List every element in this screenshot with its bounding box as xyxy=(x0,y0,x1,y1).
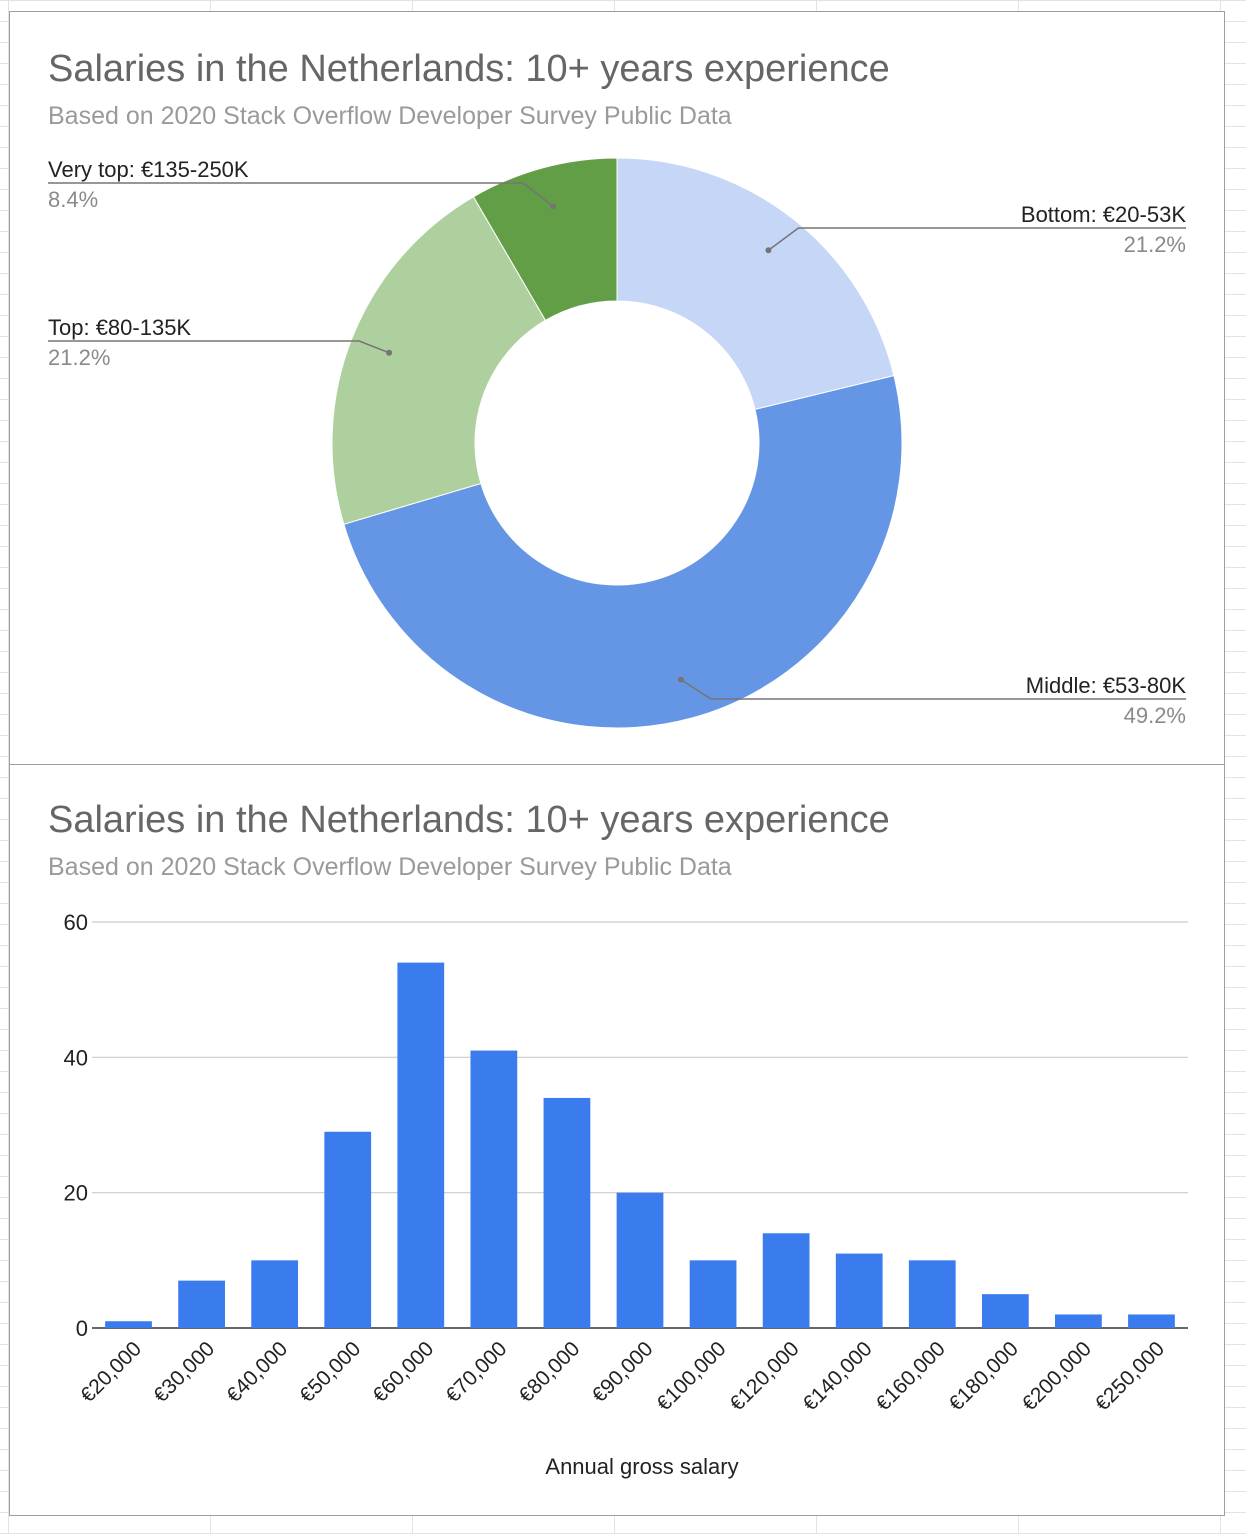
donut-slice xyxy=(343,374,903,729)
slice-percent: 49.2% xyxy=(1124,703,1186,728)
x-tick-label: €250,000 xyxy=(1091,1337,1169,1415)
leader-line xyxy=(48,182,554,207)
x-tick-label: €140,000 xyxy=(799,1337,877,1415)
bar xyxy=(543,1097,591,1328)
leader-line xyxy=(767,227,1186,251)
donut-chart: Bottom: €20-53K 21.2% Middle: €53-80K 49.2%… xyxy=(48,157,1187,729)
bar xyxy=(1055,1314,1102,1328)
x-tick-label: €100,000 xyxy=(652,1337,730,1415)
x-axis-title: Annual gross salary xyxy=(545,1454,738,1479)
bar xyxy=(616,1192,664,1328)
chart-subtitle: Based on 2020 Stack Overflow Developer S… xyxy=(48,853,732,881)
slice-label: Middle: €53-80K xyxy=(1026,673,1187,698)
bar xyxy=(251,1260,299,1328)
x-tick-label: €200,000 xyxy=(1018,1337,1096,1415)
x-tick-label: €50,000 xyxy=(295,1337,365,1407)
bar xyxy=(689,1260,737,1328)
slice-label: Bottom: €20-53K xyxy=(1021,202,1186,227)
slice-percent: 21.2% xyxy=(48,345,110,370)
leader-line xyxy=(680,678,1186,700)
slice-percent: 21.2% xyxy=(1124,232,1186,257)
chart-title: Salaries in the Netherlands: 10+ years e… xyxy=(48,799,890,841)
x-tick-label: €120,000 xyxy=(725,1337,803,1415)
leader-dot xyxy=(386,349,393,356)
bar xyxy=(324,1131,372,1328)
y-tick-label: 0 xyxy=(76,1316,88,1341)
x-tick-label: €90,000 xyxy=(588,1337,658,1407)
leader-line xyxy=(48,340,390,354)
x-tick-label: €160,000 xyxy=(872,1337,950,1415)
leader-dot xyxy=(765,247,772,254)
x-tick-label: €60,000 xyxy=(368,1337,438,1407)
leader-dot xyxy=(677,676,684,683)
bar xyxy=(762,1233,810,1328)
x-tick-label: €70,000 xyxy=(441,1337,511,1407)
y-tick-label: 60 xyxy=(64,910,88,935)
chart-subtitle: Based on 2020 Stack Overflow Developer S… xyxy=(48,102,732,130)
donut-slice xyxy=(331,196,547,525)
donut-slice xyxy=(616,157,895,411)
chart-title: Salaries in the Netherlands: 10+ years e… xyxy=(48,48,890,90)
x-tick-label: €80,000 xyxy=(515,1337,585,1407)
bar xyxy=(470,1050,518,1328)
donut-slice xyxy=(472,157,618,322)
leader-dot xyxy=(550,203,557,210)
y-tick-label: 20 xyxy=(64,1181,88,1206)
bar xyxy=(835,1253,883,1328)
x-tick-label: €30,000 xyxy=(149,1337,219,1407)
bar-chart-panel: Salaries in the Netherlands: 10+ years e… xyxy=(9,764,1225,1516)
slice-label: Very top: €135-250K xyxy=(48,157,249,182)
y-tick-label: 40 xyxy=(64,1045,88,1070)
x-tick-label: €40,000 xyxy=(222,1337,292,1407)
bar xyxy=(981,1294,1029,1328)
bar xyxy=(178,1280,225,1328)
donut-chart-panel: Salaries in the Netherlands: 10+ years e… xyxy=(9,11,1225,765)
bar xyxy=(1128,1314,1175,1328)
bar-chart: 0 20 40 60 €20,000 €30,000 €40,000 €50,000 €60,0… xyxy=(64,910,1188,1479)
bar xyxy=(105,1321,152,1328)
slice-percent: 8.4% xyxy=(48,187,98,212)
x-tick-label: €180,000 xyxy=(945,1337,1023,1415)
slice-label: Top: €80-135K xyxy=(48,315,191,340)
x-tick-label: €20,000 xyxy=(76,1337,146,1407)
bar xyxy=(908,1260,956,1328)
bar xyxy=(397,962,445,1328)
